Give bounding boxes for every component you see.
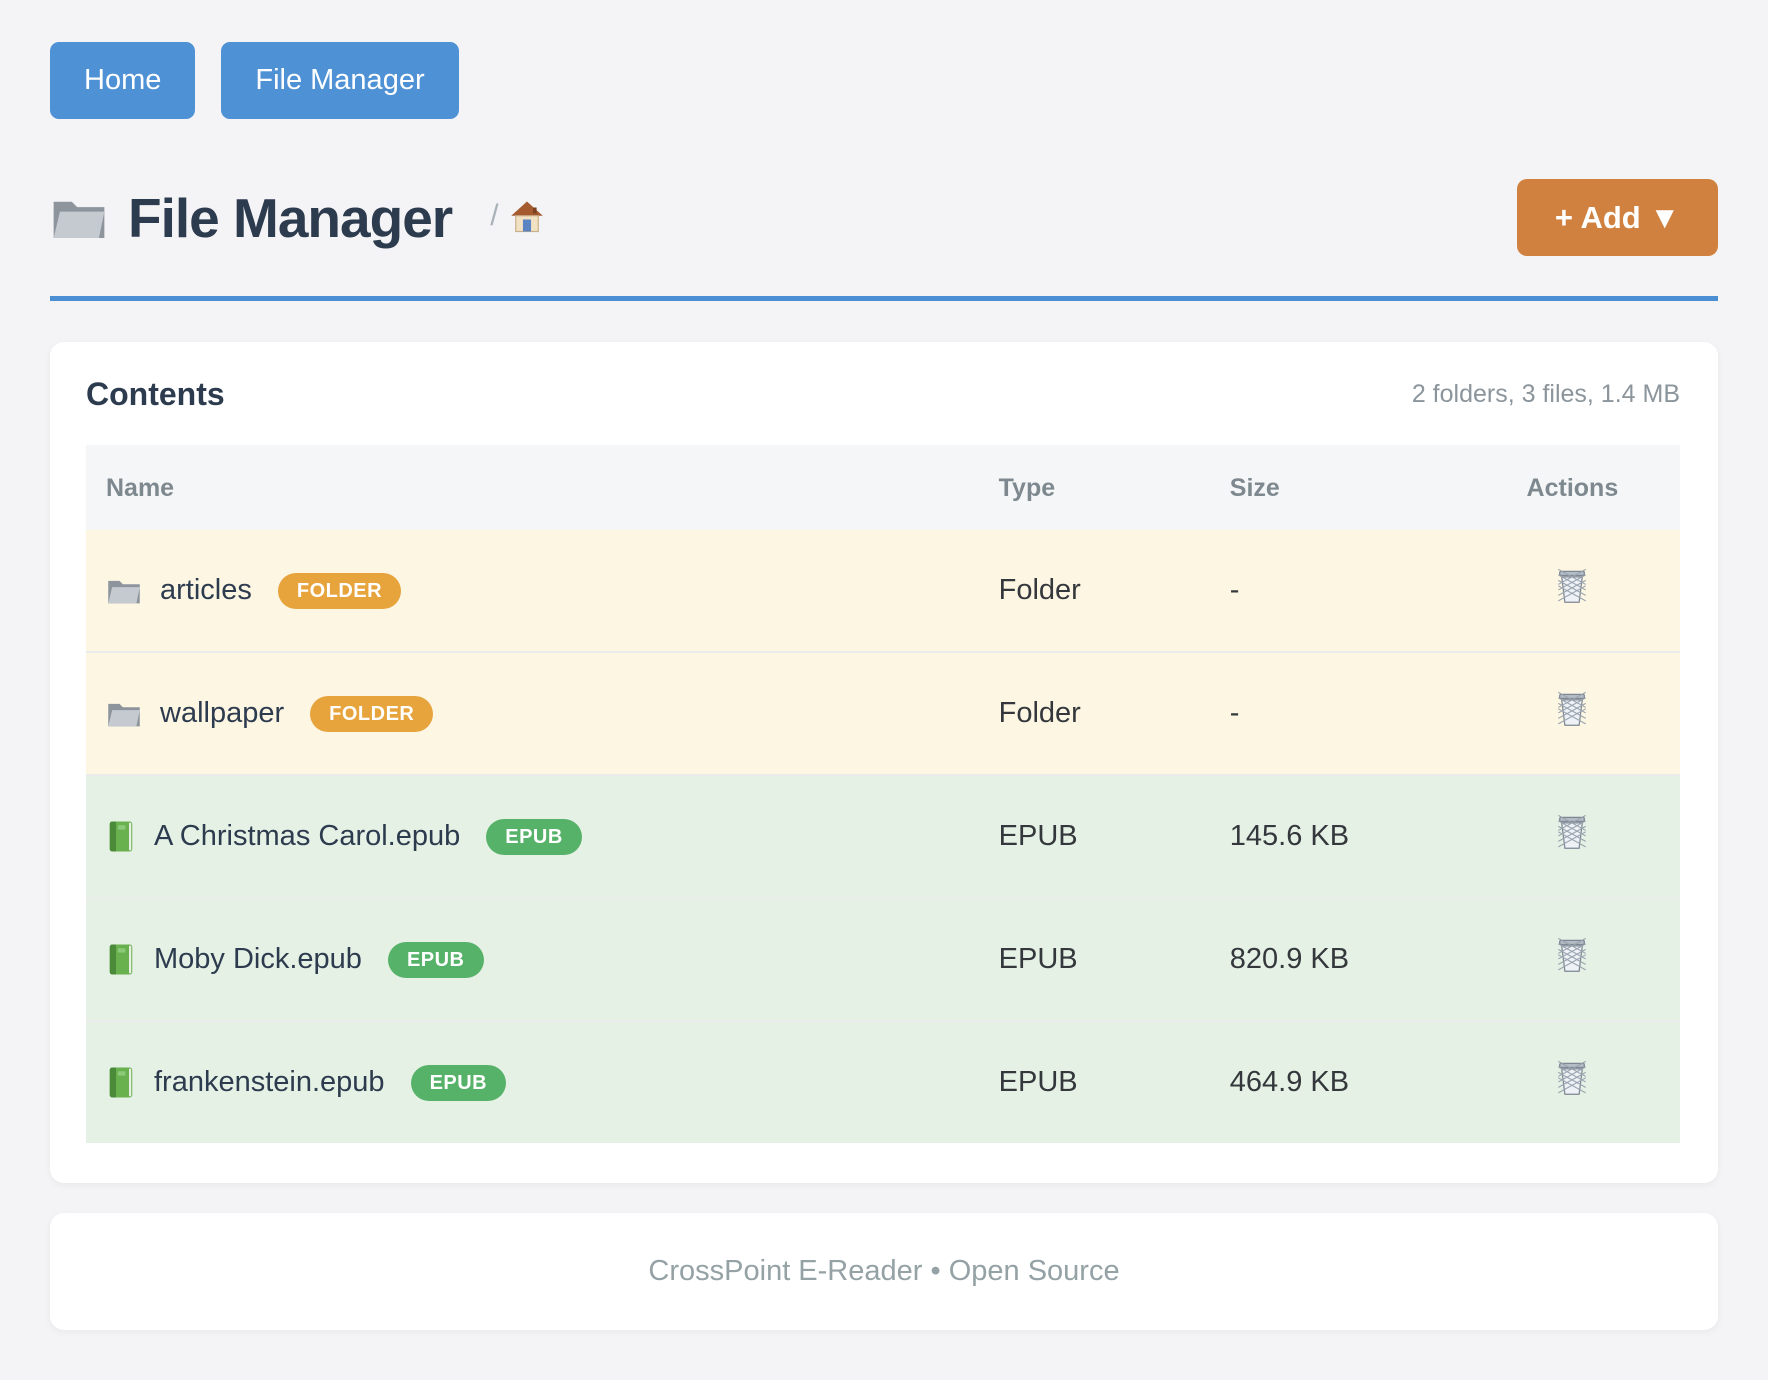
header-divider	[50, 296, 1718, 301]
file-table: Name Type Size Actions articles FOLDER F…	[86, 445, 1680, 1143]
file-name[interactable]: Moby Dick.epub	[154, 943, 362, 975]
page-title: File Manager	[128, 186, 453, 249]
size-cell: 464.9 KB	[1229, 1066, 1350, 1098]
contents-summary: 2 folders, 3 files, 1.4 MB	[1411, 380, 1680, 408]
column-header-actions: Actions	[1526, 474, 1619, 502]
table-row: wallpaper FOLDER Folder -	[86, 652, 1680, 775]
table-row: A Christmas Carol.epub EPUB EPUB 145.6 K…	[86, 775, 1680, 898]
footer-card: CrossPoint E-Reader • Open Source	[50, 1213, 1718, 1330]
file-manager-page: Home File Manager File Manager / + Add ▼	[50, 42, 1718, 1330]
type-badge: EPUB	[486, 818, 582, 855]
table-header-row: Name Type Size Actions	[86, 445, 1680, 530]
type-cell: EPUB	[998, 943, 1078, 975]
nav-home-button[interactable]: Home	[50, 42, 196, 119]
file-name[interactable]: A Christmas Carol.epub	[154, 820, 461, 852]
delete-button[interactable]	[1555, 691, 1589, 728]
file-table-body: articles FOLDER Folder -	[86, 530, 1680, 1143]
file-name[interactable]: frankenstein.epub	[154, 1066, 385, 1098]
house-icon[interactable]	[509, 200, 545, 233]
type-badge: EPUB	[410, 1064, 507, 1101]
page-header: File Manager / + Add ▼	[50, 179, 1718, 256]
top-nav: Home File Manager	[50, 42, 1718, 119]
size-cell: 145.6 KB	[1229, 820, 1350, 852]
book-icon	[106, 820, 136, 853]
contents-card: Contents 2 folders, 3 files, 1.4 MB Name…	[50, 342, 1718, 1183]
footer-text: CrossPoint E-Reader • Open Source	[648, 1255, 1120, 1287]
book-icon	[106, 943, 136, 976]
trash-icon	[1555, 937, 1589, 974]
delete-button[interactable]	[1555, 1060, 1589, 1097]
type-badge: FOLDER	[310, 695, 434, 732]
type-badge: FOLDER	[277, 572, 402, 609]
type-cell: Folder	[998, 697, 1081, 729]
column-header-type: Type	[998, 474, 1056, 502]
type-badge: EPUB	[387, 941, 484, 978]
breadcrumb-separator: /	[490, 198, 499, 232]
table-row: articles FOLDER Folder -	[86, 530, 1680, 652]
delete-button[interactable]	[1555, 937, 1589, 974]
trash-icon	[1555, 814, 1589, 851]
table-row: Moby Dick.epub EPUB EPUB 820.9 KB	[86, 898, 1680, 1021]
folder-icon	[106, 576, 142, 606]
trash-icon	[1555, 568, 1589, 605]
size-cell: -	[1229, 697, 1240, 729]
folder-icon	[106, 699, 142, 729]
delete-button[interactable]	[1555, 568, 1589, 605]
table-row: frankenstein.epub EPUB EPUB 464.9 KB	[86, 1021, 1680, 1143]
size-cell: 820.9 KB	[1229, 943, 1350, 975]
add-button[interactable]: + Add ▼	[1516, 179, 1718, 256]
type-cell: EPUB	[998, 820, 1078, 852]
nav-file-manager-button[interactable]: File Manager	[221, 42, 459, 119]
trash-icon	[1555, 1060, 1589, 1097]
trash-icon	[1555, 691, 1589, 728]
column-header-name: Name	[106, 474, 175, 502]
book-icon	[106, 1066, 136, 1099]
type-cell: Folder	[998, 574, 1081, 606]
file-name[interactable]: articles	[160, 574, 252, 606]
type-cell: EPUB	[998, 1066, 1078, 1098]
delete-button[interactable]	[1555, 814, 1589, 851]
size-cell: -	[1229, 574, 1240, 606]
folder-icon	[50, 194, 108, 242]
file-name[interactable]: wallpaper	[160, 697, 285, 729]
column-header-size: Size	[1229, 474, 1280, 502]
breadcrumb: /	[490, 199, 544, 237]
contents-title: Contents	[86, 376, 225, 412]
